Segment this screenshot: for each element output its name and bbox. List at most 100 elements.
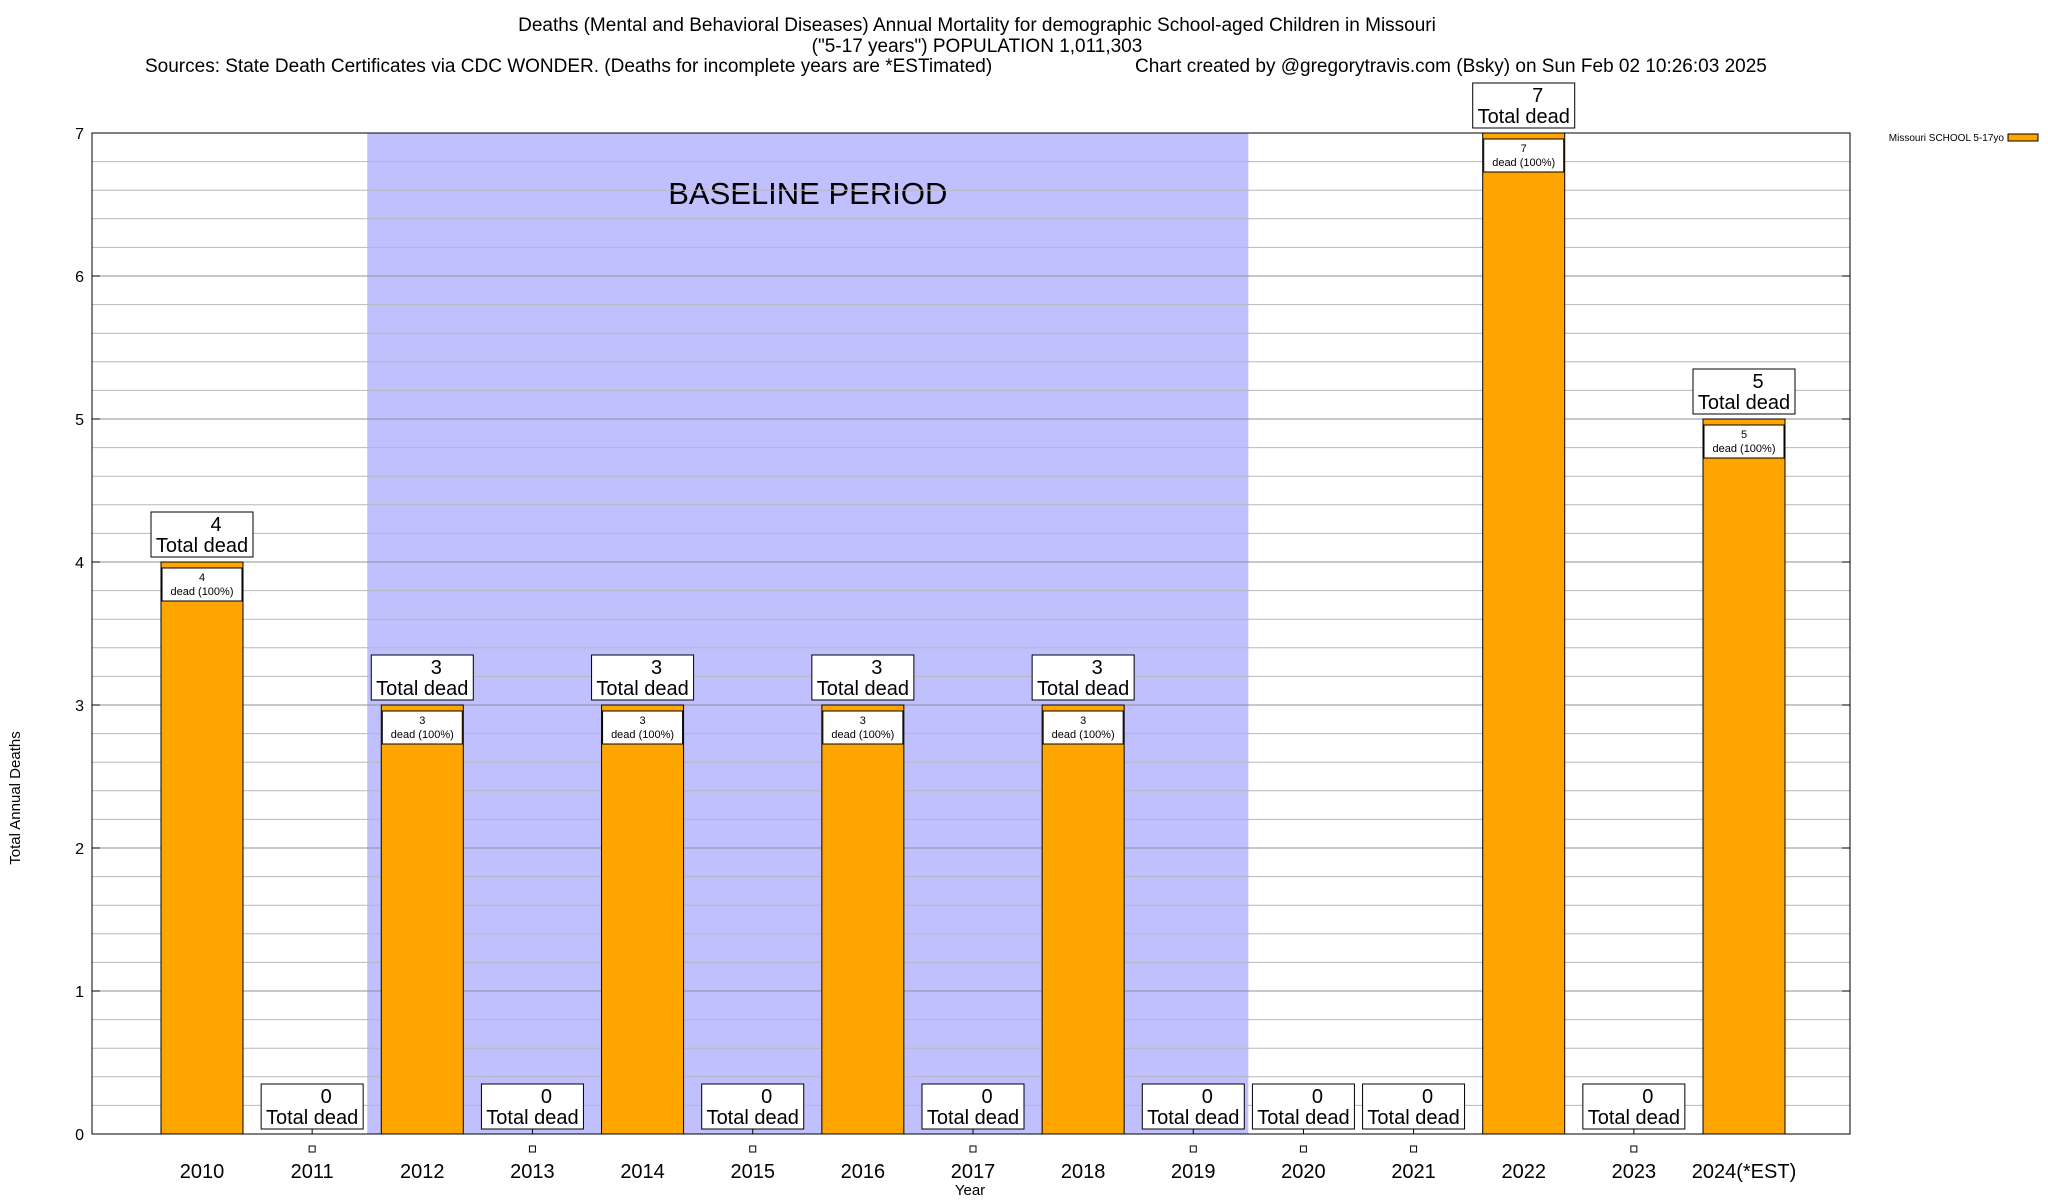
inner-count-label: 3: [419, 715, 425, 727]
total-dead-label: Total dead: [486, 1107, 578, 1129]
inner-count-label: 4: [199, 572, 205, 584]
inner-dead-label: dead (100%): [831, 729, 894, 741]
inner-label-box: [1703, 424, 1785, 459]
zero-marker: [528, 1145, 536, 1153]
total-dead-label: Total dead: [1588, 1107, 1680, 1129]
x-tick-label: 2023: [1612, 1161, 1657, 1183]
y-tick-label: 5: [75, 412, 84, 429]
total-dead-label: Total dead: [707, 1107, 799, 1129]
total-dead-label: Total dead: [596, 678, 688, 700]
bar-2014: [601, 704, 685, 1135]
inner-label-box: [161, 567, 243, 602]
y-tick-label: 2: [75, 841, 84, 858]
total-count-label: 0: [761, 1086, 772, 1108]
zero-marker: [1299, 1145, 1307, 1153]
y-tick-label: 7: [75, 126, 84, 143]
total-count-label: 3: [651, 657, 662, 679]
chart-title-line1: Deaths (Mental and Behavioral Diseases) …: [518, 15, 1436, 36]
total-dead-label: Total dead: [817, 678, 909, 700]
chart-header: Deaths (Mental and Behavioral Diseases) …: [145, 15, 1767, 77]
y-tick-label: 0: [75, 1127, 84, 1144]
bar-2010: [160, 561, 244, 1135]
x-tick-label: 2011: [291, 1161, 334, 1183]
x-tick-label: 2015: [730, 1161, 775, 1183]
total-label-box: [1251, 1083, 1355, 1130]
total-count-label: 0: [1642, 1086, 1653, 1108]
zero-marker: [1189, 1145, 1197, 1153]
total-dead-label: Total dead: [1367, 1107, 1459, 1129]
x-tick-label: 2020: [1281, 1161, 1326, 1183]
x-tick-label: 2021: [1391, 1161, 1436, 1183]
zero-marker: [1630, 1145, 1638, 1153]
total-dead-label: Total dead: [156, 535, 248, 557]
inner-dead-label: dead (100%): [1492, 157, 1555, 169]
total-dead-label: Total dead: [266, 1107, 358, 1129]
y-axis-label: Total Annual Deaths: [7, 731, 24, 864]
chart-title-line2: ("5-17 years") POPULATION 1,011,303: [812, 36, 1143, 57]
total-dead-label: Total dead: [1147, 1107, 1239, 1129]
inner-dead-label: dead (100%): [1713, 443, 1776, 455]
total-label-box: [370, 654, 474, 701]
inner-label-box: [822, 710, 904, 745]
total-count-label: 0: [1202, 1086, 1213, 1108]
total-label-box: [1141, 1083, 1245, 1130]
bar-2016: [821, 704, 905, 1135]
total-label-box: [480, 1083, 584, 1130]
x-tick-label: 2013: [510, 1161, 555, 1183]
x-tick-label: 2018: [1061, 1161, 1106, 1183]
x-tick-label: 2016: [841, 1161, 886, 1183]
zero-marker: [969, 1145, 977, 1153]
total-label-box: [150, 511, 254, 558]
total-label-box: [1582, 1083, 1686, 1130]
total-label-box: [1472, 82, 1576, 129]
zero-marker: [749, 1145, 757, 1153]
y-tick-label: 3: [75, 698, 84, 715]
total-dead-label: Total dead: [1478, 106, 1570, 128]
y-tick-label: 1: [75, 984, 84, 1001]
x-axis-label: Year: [955, 1182, 985, 1199]
baseline-period-label: BASELINE PERIOD: [668, 176, 947, 211]
y-tick-label: 6: [75, 269, 84, 286]
inner-count-label: 3: [860, 715, 866, 727]
inner-dead-label: dead (100%): [171, 586, 234, 598]
legend-series-label: Missouri SCHOOL 5-17yo: [1889, 133, 2005, 144]
total-label-box: [701, 1083, 805, 1130]
inner-count-label: 3: [1080, 715, 1086, 727]
total-count-label: 4: [210, 514, 221, 536]
total-label-box: [260, 1083, 364, 1130]
total-count-label: 3: [431, 657, 442, 679]
total-label-box: [1692, 368, 1796, 415]
total-count-label: 3: [1092, 657, 1103, 679]
total-dead-label: Total dead: [1257, 1107, 1349, 1129]
x-tick-label: 2024(*EST): [1692, 1161, 1797, 1183]
inner-count-label: 7: [1521, 143, 1527, 155]
total-label-box: [591, 654, 695, 701]
zero-marker: [308, 1145, 316, 1153]
inner-label-box: [1042, 710, 1124, 745]
x-tick-label: 2019: [1171, 1161, 1216, 1183]
bar-2018: [1041, 704, 1125, 1135]
chart-credit-text: Chart created by @gregorytravis.com (Bsk…: [1135, 56, 1767, 77]
total-dead-label: Total dead: [1037, 678, 1129, 700]
inner-dead-label: dead (100%): [391, 729, 454, 741]
total-label-box: [1362, 1083, 1466, 1130]
total-dead-label: Total dead: [1698, 392, 1790, 414]
total-dead-label: Total dead: [376, 678, 468, 700]
bar-2012: [380, 704, 464, 1135]
legend: Missouri SCHOOL 5-17yo: [1889, 133, 2039, 144]
inner-label-box: [381, 710, 463, 745]
total-count-label: 7: [1532, 85, 1543, 107]
inner-label-box: [1483, 138, 1565, 173]
plot-frame: [91, 132, 1851, 1135]
x-tick-label: 2012: [400, 1161, 445, 1183]
total-label-box: [921, 1083, 1025, 1130]
chart-sources-text: Sources: State Death Certificates via CD…: [145, 56, 992, 77]
bar-2022: [1482, 132, 1566, 1135]
total-dead-label: Total dead: [927, 1107, 1019, 1129]
inner-dead-label: dead (100%): [611, 729, 674, 741]
inner-count-label: 3: [640, 715, 646, 727]
total-count-label: 0: [541, 1086, 552, 1108]
x-tick-label: 2022: [1501, 1161, 1546, 1183]
total-count-label: 3: [871, 657, 882, 679]
